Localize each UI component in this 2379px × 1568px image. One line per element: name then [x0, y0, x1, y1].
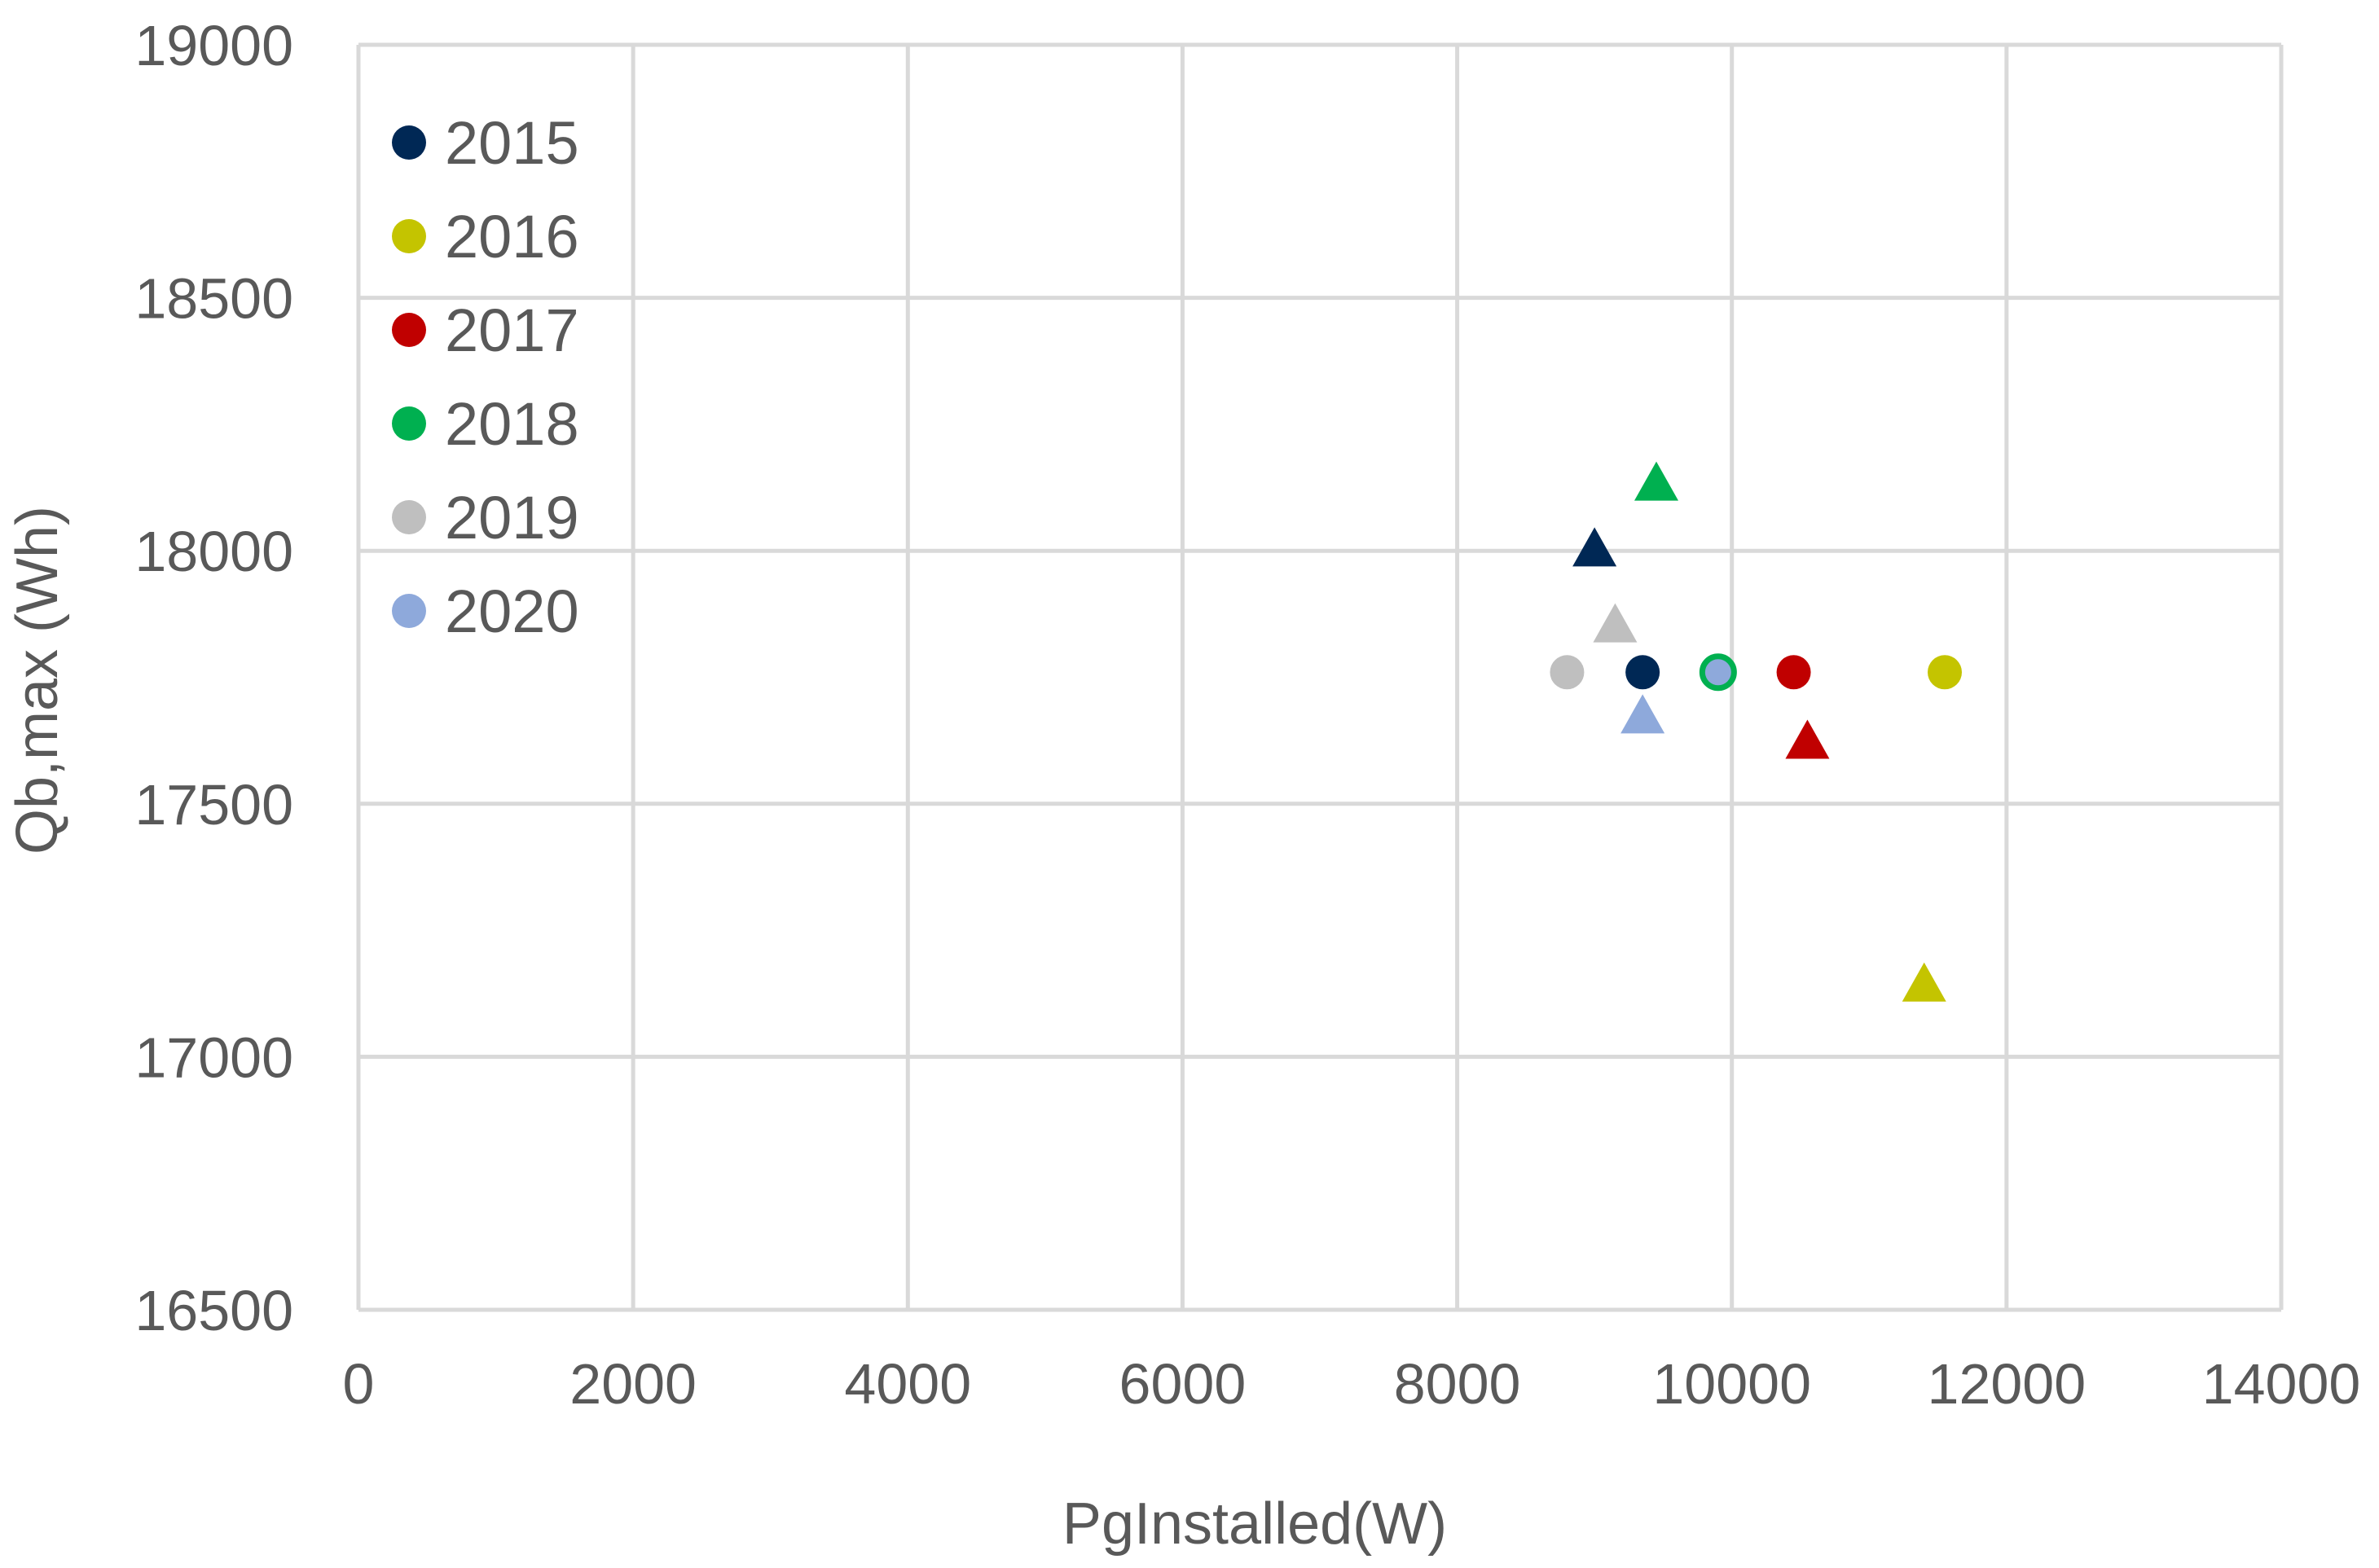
tick-labels: 0 2000 4000 6000 8000 10000 12000 14000 16500 170…: [134, 14, 2360, 1416]
x-tick-label: 4000: [844, 1352, 971, 1416]
y-tick-label: 18000: [134, 520, 293, 583]
y-tick-label: 18500: [134, 267, 293, 331]
legend-label: 2015: [445, 109, 579, 177]
legend-item-2019: 2019: [392, 484, 579, 551]
circle-point-2016: [1928, 655, 1962, 690]
circle-point-2018: [1699, 653, 1737, 692]
y-axis-title: Qb,max (Wh): [5, 506, 70, 854]
circle-point-2017: [1776, 655, 1811, 690]
legend-label: 2016: [445, 203, 579, 270]
legend-label: 2020: [445, 578, 579, 645]
legend-item-2020: 2020: [392, 578, 579, 645]
grid-lines: [356, 42, 2284, 1312]
legend: 2015 2016 2017 2018 2019 2020: [392, 109, 579, 645]
legend-label: 2017: [445, 296, 579, 364]
legend-marker: [392, 406, 426, 441]
triangle-point-2018: [1634, 461, 1678, 501]
legend-item-2015: 2015: [392, 109, 579, 177]
legend-marker: [392, 125, 426, 160]
legend-marker: [392, 500, 426, 534]
x-tick-label: 0: [343, 1352, 375, 1416]
legend-label: 2019: [445, 484, 579, 551]
triangle-point-2016: [1902, 962, 1946, 1002]
circle-point-2019: [1550, 655, 1585, 690]
legend-marker: [392, 594, 426, 628]
y-tick-label: 17000: [134, 1026, 293, 1089]
x-tick-label: 2000: [569, 1352, 697, 1416]
legend-item-2016: 2016: [392, 203, 579, 270]
y-tick-label: 17500: [134, 773, 293, 837]
legend-label: 2018: [445, 390, 579, 458]
y-tick-label: 16500: [134, 1279, 293, 1342]
x-tick-label: 8000: [1394, 1352, 1521, 1416]
x-tick-label: 10000: [1652, 1352, 1811, 1416]
circle-point-2015: [1625, 655, 1660, 690]
y-tick-label: 19000: [134, 14, 293, 77]
triangle-point-2017: [1785, 719, 1830, 759]
legend-marker: [392, 219, 426, 253]
legend-item-2018: 2018: [392, 390, 579, 458]
legend-marker: [392, 313, 426, 347]
triangle-point-2019: [1593, 603, 1638, 643]
triangle-point-2020: [1620, 694, 1665, 734]
x-tick-label: 6000: [1119, 1352, 1247, 1416]
x-tick-label: 12000: [1928, 1352, 2087, 1416]
data-markers: [1550, 461, 1962, 1002]
x-axis-title: PgInstalled(W): [1062, 1491, 1447, 1557]
circle-point-2020: [1704, 659, 1731, 686]
triangle-point-2015: [1572, 527, 1617, 567]
legend-item-2017: 2017: [392, 296, 579, 364]
x-tick-label: 14000: [2202, 1352, 2361, 1416]
